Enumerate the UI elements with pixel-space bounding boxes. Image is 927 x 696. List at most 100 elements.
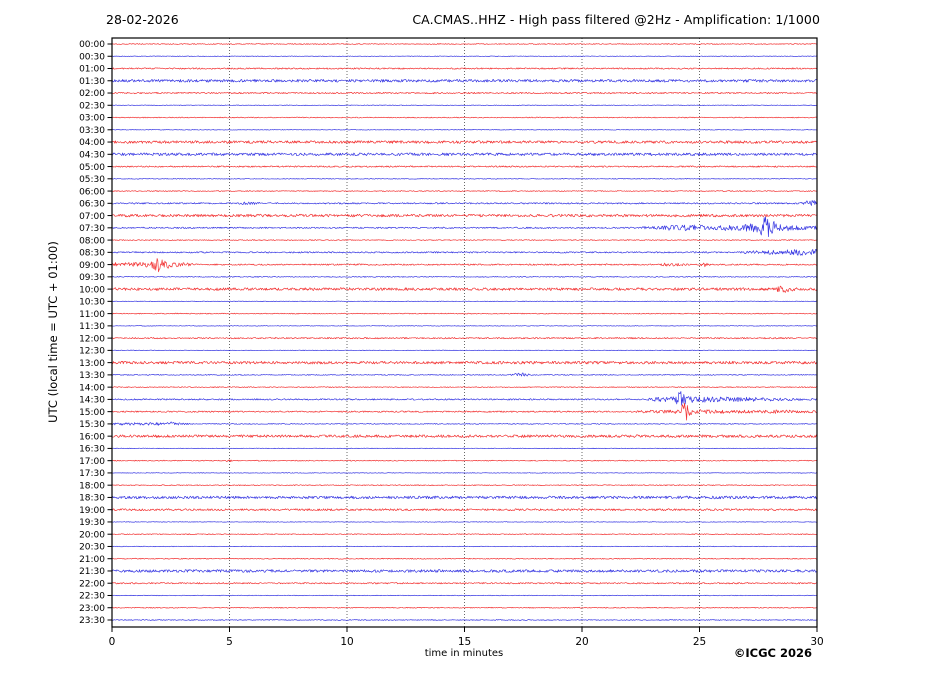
- row-label-19-30: 19:30: [79, 518, 105, 528]
- trace-12-00: [111, 337, 818, 340]
- row-label-07-00: 07:00: [79, 212, 105, 222]
- row-label-22-00: 22:00: [79, 579, 105, 589]
- row-label-03-30: 03:30: [79, 126, 105, 136]
- row-label-21-30: 21:30: [79, 567, 105, 577]
- row-label-16-30: 16:30: [79, 445, 105, 455]
- trace-03-30: [111, 129, 818, 131]
- trace-06-30: [111, 200, 818, 206]
- row-label-21-00: 21:00: [79, 555, 105, 565]
- x-tick-label-20: 20: [575, 636, 588, 648]
- trace-19-00: [111, 508, 818, 512]
- row-label-06-00: 06:00: [79, 187, 105, 197]
- trace-16-00: [111, 434, 818, 438]
- trace-21-00: [111, 557, 818, 560]
- row-label-03-00: 03:00: [79, 114, 105, 124]
- trace-13-30: [111, 372, 818, 377]
- row-label-11-00: 11:00: [79, 310, 105, 320]
- trace-11-30: [111, 325, 818, 327]
- row-label-10-30: 10:30: [79, 298, 105, 308]
- copyright-text: ©ICGC 2026: [733, 646, 812, 660]
- row-label-23-00: 23:00: [79, 604, 105, 614]
- trace-22-00: [111, 582, 818, 585]
- trace-13-00: [111, 360, 818, 365]
- row-label-13-30: 13:30: [79, 371, 105, 381]
- row-label-23-30: 23:30: [79, 616, 105, 626]
- trace-09-00: [111, 258, 818, 273]
- row-label-08-30: 08:30: [79, 249, 105, 259]
- row-label-18-30: 18:30: [79, 494, 105, 504]
- y-axis-label: UTC (local time = UTC + 01:00): [46, 241, 60, 423]
- plot-title: CA.CMAS..HHZ - High pass filtered @2Hz -…: [412, 12, 820, 27]
- row-label-12-00: 12:00: [79, 334, 105, 344]
- row-label-08-00: 08:00: [79, 236, 105, 246]
- trace-20-00: [111, 533, 818, 536]
- trace-15-00: [111, 402, 818, 421]
- row-label-09-00: 09:00: [79, 261, 105, 271]
- trace-10-00: [111, 285, 818, 293]
- trace-05-00: [111, 165, 818, 168]
- trace-06-00: [111, 190, 818, 192]
- row-label-10-00: 10:00: [79, 285, 105, 295]
- trace-11-00: [111, 312, 818, 315]
- row-label-15-00: 15:00: [79, 408, 105, 418]
- x-tick-label-25: 25: [693, 636, 706, 648]
- trace-00-30: [111, 55, 818, 57]
- row-label-15-30: 15:30: [79, 420, 105, 430]
- trace-00-00: [111, 43, 818, 45]
- row-label-00-30: 00:30: [79, 52, 105, 62]
- trace-20-30: [111, 545, 818, 548]
- trace-18-00: [111, 484, 818, 486]
- row-label-16-00: 16:00: [79, 432, 105, 442]
- row-label-02-00: 02:00: [79, 89, 105, 99]
- x-tick-label-10: 10: [340, 636, 353, 648]
- x-tick-label-15: 15: [458, 636, 471, 648]
- row-label-01-30: 01:30: [79, 77, 105, 87]
- row-label-11-30: 11:30: [79, 322, 105, 332]
- row-label-14-30: 14:30: [79, 396, 105, 406]
- x-tick-label-0: 0: [109, 636, 116, 648]
- plot-date: 28-02-2026: [106, 12, 179, 27]
- row-label-07-30: 07:30: [79, 224, 105, 234]
- trace-23-30: [111, 619, 818, 621]
- trace-15-30: [111, 421, 818, 426]
- row-label-00-00: 00:00: [79, 40, 105, 50]
- row-label-01-00: 01:00: [79, 65, 105, 75]
- trace-09-30: [111, 276, 818, 278]
- trace-07-00: [111, 213, 818, 218]
- trace-01-30: [111, 79, 818, 83]
- trace-17-00: [111, 459, 818, 463]
- row-label-19-00: 19:00: [79, 506, 105, 516]
- row-label-14-00: 14:00: [79, 383, 105, 393]
- trace-08-00: [111, 239, 818, 241]
- x-axis-label: time in minutes: [424, 648, 504, 659]
- row-label-17-00: 17:00: [79, 457, 105, 467]
- trace-08-30: [111, 248, 818, 256]
- trace-04-30: [111, 152, 818, 156]
- trace-group: [111, 43, 818, 621]
- x-tick-label-30: 30: [810, 636, 823, 648]
- trace-02-00: [111, 91, 818, 95]
- trace-17-30: [111, 472, 818, 474]
- row-label-20-30: 20:30: [79, 543, 105, 553]
- trace-14-00: [111, 386, 818, 388]
- trace-02-30: [111, 104, 818, 106]
- x-tick-label-5: 5: [226, 636, 233, 648]
- row-label-17-30: 17:30: [79, 469, 105, 479]
- trace-07-30: [111, 216, 818, 238]
- row-label-04-30: 04:30: [79, 150, 105, 160]
- row-label-09-30: 09:30: [79, 273, 105, 283]
- trace-22-30: [111, 594, 818, 597]
- row-label-02-30: 02:30: [79, 101, 105, 111]
- row-label-18-00: 18:00: [79, 481, 105, 491]
- row-label-05-30: 05:30: [79, 175, 105, 185]
- trace-19-30: [111, 521, 818, 523]
- trace-12-30: [111, 349, 818, 352]
- trace-03-00: [111, 116, 818, 119]
- trace-18-30: [111, 495, 818, 500]
- trace-10-30: [111, 300, 818, 302]
- trace-14-30: [111, 391, 818, 406]
- trace-05-30: [111, 178, 818, 180]
- row-label-22-30: 22:30: [79, 592, 105, 602]
